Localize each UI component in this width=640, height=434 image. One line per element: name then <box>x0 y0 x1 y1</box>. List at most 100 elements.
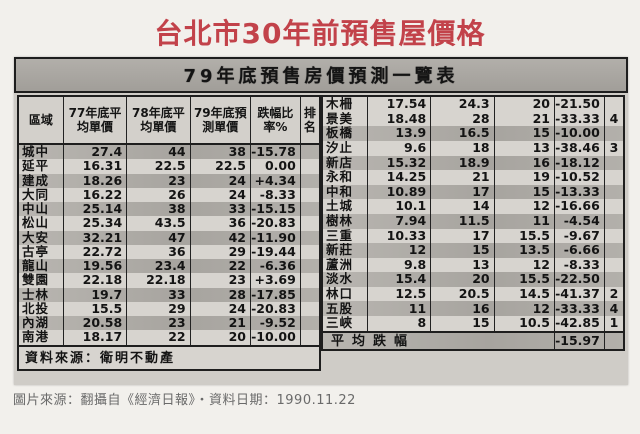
table-row: 永和 14.25 21 19 -10.52 <box>322 170 624 185</box>
column-header: 跌幅比率% <box>250 96 301 145</box>
value-cell: 22.5 <box>126 159 191 174</box>
value-cell: -20.83 <box>250 216 301 231</box>
table-row: 五股 11 16 12 -33.33 4 <box>322 301 624 317</box>
value-cell: 36 <box>126 244 191 260</box>
district-name: 三重 <box>326 228 354 243</box>
value-cell: 13.9 <box>366 126 431 141</box>
value-cell: 22.5 <box>189 159 251 174</box>
value-cell: 15.5 <box>493 272 555 287</box>
table-row: 土城 10.1 14 12 -16.66 <box>322 199 624 214</box>
table-row: 新莊 12 15 13.5 -6.66 <box>322 243 624 258</box>
value-cell: 16 <box>493 155 555 171</box>
rank-cell <box>299 216 320 231</box>
table-row: 淡水 15.4 20 15.5 -22.50 <box>322 272 624 287</box>
value-cell: 15 <box>493 184 555 200</box>
value-cell: -8.33 <box>554 257 605 273</box>
value-cell: 22.18 <box>62 273 127 288</box>
rank-cell <box>299 316 320 331</box>
district-name: 木柵 <box>326 96 354 112</box>
value-cell: 33 <box>126 287 191 302</box>
value-cell: 24 <box>189 187 251 203</box>
district-name: 新店 <box>326 155 354 170</box>
value-cell: 11 <box>366 301 431 317</box>
district-name: 內湖 <box>22 316 50 331</box>
district-name: 中和 <box>326 184 354 199</box>
table-row: 延平 16.31 22.5 22.5 0.00 <box>18 159 320 174</box>
value-cell: -17.85 <box>250 287 301 302</box>
value-cell: 47 <box>126 230 191 245</box>
value-cell: 25.14 <box>62 202 127 217</box>
value-cell: -6.66 <box>554 243 605 258</box>
table-row: 內湖 20.58 23 21 -9.52 <box>18 316 320 331</box>
rank-cell <box>603 170 624 185</box>
value-cell: 21 <box>430 170 495 185</box>
district-name: 中山 <box>22 202 50 217</box>
value-cell: -4.54 <box>554 213 605 229</box>
value-cell: 21 <box>493 111 555 127</box>
column-header: 78年底平均單價 <box>126 96 191 145</box>
table-row: 三重 10.33 17 15.5 -9.67 <box>322 228 624 244</box>
value-cell: 12 <box>493 257 555 273</box>
value-cell: 23 <box>189 273 251 288</box>
value-cell: 19.7 <box>62 287 127 302</box>
value-cell: -33.33 <box>554 111 605 127</box>
value-cell: -13.33 <box>554 184 605 200</box>
district-name: 士林 <box>22 287 50 302</box>
data-source-label: 資料來源：衛明不動產 <box>18 345 320 370</box>
value-cell: 0.00 <box>250 159 301 174</box>
value-cell: 26 <box>126 187 191 203</box>
value-cell: 44 <box>126 144 191 160</box>
value-cell: 14.25 <box>366 170 431 185</box>
table-row: 建成 18.26 23 24 +4.34 <box>18 173 320 188</box>
rank-cell <box>603 155 624 171</box>
rank-cell <box>299 259 320 274</box>
district-name: 樹林 <box>326 213 354 228</box>
value-cell: -10.52 <box>554 170 605 185</box>
tables-area: 區域 77年底平均單價 78年底平均單價 79年底預測單價 跌幅比率% 排名 城中 27.4… <box>14 93 628 371</box>
table-row: 松山 25.34 43.5 36 -20.83 <box>18 216 320 231</box>
value-cell: 20.58 <box>62 316 127 331</box>
value-cell: -8.33 <box>250 187 301 203</box>
value-cell: 22 <box>126 330 191 346</box>
value-cell: -21.50 <box>554 96 605 112</box>
table-row: 新店 15.32 18.9 16 -18.12 <box>322 155 624 171</box>
table-row: 木柵 17.54 24.3 20 -21.50 <box>322 96 624 112</box>
value-cell: 12.5 <box>366 286 431 302</box>
value-cell: -15.78 <box>250 144 301 160</box>
district-name: 土城 <box>326 199 354 214</box>
value-cell: 42 <box>189 230 251 245</box>
newspaper-scan: 79年底預售房價預測一覽表 區域 77年底平均單價 78年底平均單價 79年底預測單價… <box>14 57 628 385</box>
value-cell: +4.34 <box>250 173 301 188</box>
data-source-row: 資料來源：衛明不動產 <box>18 345 320 370</box>
column-header: 排名 <box>299 96 320 145</box>
rank-cell: 4 <box>603 111 624 127</box>
district-name: 大同 <box>22 187 50 202</box>
value-cell: 15 <box>493 126 555 141</box>
rank-cell <box>603 257 624 273</box>
table-row: 大同 16.22 26 24 -8.33 <box>18 187 320 203</box>
value-cell: -9.67 <box>554 228 605 244</box>
value-cell: 18.9 <box>430 155 495 171</box>
table-row: 南港 18.17 22 20 -10.00 <box>18 330 320 346</box>
left-table: 區域 77年底平均單價 78年底平均單價 79年底預測單價 跌幅比率% 排名 城中 27.4… <box>17 95 321 371</box>
value-cell: 15 <box>430 243 495 258</box>
table-row: 北投 15.5 29 24 -20.83 <box>18 301 320 317</box>
value-cell: 22.18 <box>126 273 191 288</box>
value-cell: 29 <box>126 301 191 317</box>
table-row: 城中 27.4 44 38 -15.78 <box>18 144 320 160</box>
value-cell: 15.4 <box>366 272 431 287</box>
table-row: 中山 25.14 38 33 -15.15 <box>18 202 320 217</box>
district-name: 雙園 <box>22 273 50 288</box>
value-cell: 17.54 <box>366 96 431 112</box>
rank-cell <box>299 330 320 346</box>
value-cell: 33 <box>189 202 251 217</box>
value-cell: -9.52 <box>250 316 301 331</box>
value-cell: 15.5 <box>62 301 127 317</box>
value-cell: 20 <box>430 272 495 287</box>
district-name: 淡水 <box>326 272 354 287</box>
value-cell: 14 <box>430 199 495 214</box>
value-cell: 28 <box>430 111 495 127</box>
value-cell: 29 <box>189 244 251 260</box>
rank-cell <box>299 173 320 188</box>
district-name: 古亭 <box>22 244 50 259</box>
